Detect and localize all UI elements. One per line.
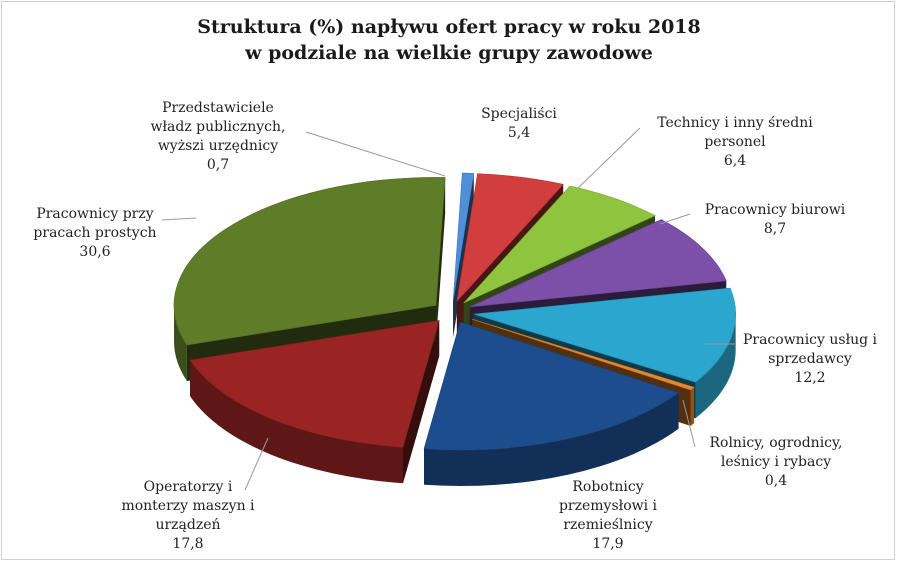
slice-label-line-9-2: pracach prostych [33,225,156,241]
chart-title: Struktura (%) napływu ofert pracy w roku… [0,14,898,66]
slice-label-8: Operatorzy i monterzy maszyn i urządzeń 17,… [121,479,255,552]
slice-label-line-4-1: Pracownicy biurowi [705,202,846,218]
slice-label-line-1-2: władz publicznych, [150,119,285,135]
pie-slice-6 [472,318,695,391]
slice-label-line-7-1: Robotnicy [572,479,643,495]
slice-value-9: 30,6 [79,244,110,260]
slice-label-line-3-1: Technicy i inny średni [657,115,813,131]
slice-label-line-5-1: Pracownicy usług i [743,332,878,348]
leader-line-3 [577,127,641,189]
slice-value-4: 8,7 [764,221,786,237]
leader-line-1 [305,131,446,177]
pie-slice-2 [456,173,564,303]
slice-value-6: 0,4 [765,473,787,489]
pie-slice-3 [463,185,656,304]
slice-label-line-6-2: leśnicy i rybacy [721,454,831,470]
slice-side-8 [190,360,403,484]
slice-label-line-7-2: przemysłowi i [559,498,658,514]
slice-value-8: 17,8 [172,536,203,552]
slice-label-line-8-2: monterzy maszyn i [121,498,255,514]
leader-line-4 [659,213,691,225]
slice-label-6: Rolnicy, ogrodnicy, leśnicy i rybacy 0,4 [709,435,842,489]
slice-value-7: 17,9 [592,536,623,552]
slice-label-line-7-3: rzemieślnicy [563,517,652,533]
slice-label-line-6-1: Rolnicy, ogrodnicy, [709,435,842,451]
slice-side-9 [174,305,187,382]
slice-side-5 [695,314,736,419]
slice-label-line-8-1: Operatorzy i [144,479,233,495]
slice-label-line-3-2: personel [704,134,766,150]
slice-side-6 [690,387,695,426]
pie-slice-7 [423,321,680,451]
slice-value-3: 6,4 [724,153,746,169]
slice-value-1: 0,7 [207,157,229,173]
slice-label-1: Przedstawiciele władz publicznych, wyższi … [150,100,285,173]
pie-slice-9 [173,177,446,346]
chart-title-line-2: w podziale na wielkie grupy zawodowe [245,42,653,64]
slice-label-line-5-2: sprzedawcy [768,351,852,367]
slice-label-3: Technicy i inny średni personel 6,4 [657,115,813,169]
leader-line-6 [682,399,696,448]
pie-slice-8 [189,320,440,448]
slice-cut-wall-9-2 [436,177,446,342]
slice-cut-wall-8-1 [402,320,440,484]
slice-value-2: 5,4 [508,125,530,141]
slice-label-line-2-1: Specjaliści [481,106,557,122]
slice-label-line-9-1: Pracownicy przy [36,206,153,222]
slice-label-9: Pracownicy przy pracach prostych 30,6 [33,206,156,260]
slice-label-2: Specjaliści 5,4 [481,106,557,141]
pie-slice-5 [473,287,736,383]
leader-line-8 [244,437,269,491]
slice-label-line-1-3: wyższi urzędnicy [158,138,278,154]
slice-side-7 [424,392,679,487]
slice-label-4: Pracownicy biurowi 8,7 [705,202,846,237]
pie-tops [173,172,736,451]
slice-label-line-1-1: Przedstawiciele [162,100,274,116]
pie-labels: Przedstawiciele władz publicznych, wyższi … [33,100,877,552]
chart-title-line-1: Struktura (%) napływu ofert pracy w roku… [197,16,701,38]
slice-label-7: Robotnicy przemysłowi i rzemieślnicy 17,9 [559,479,658,552]
slice-label-5: Pracownicy usług i sprzedawcy 12,2 [743,332,878,386]
leader-line-9 [161,217,197,221]
slice-value-5: 12,2 [794,370,825,386]
slice-label-line-8-3: urządzeń [155,517,220,533]
pie-slice-1 [452,172,475,302]
